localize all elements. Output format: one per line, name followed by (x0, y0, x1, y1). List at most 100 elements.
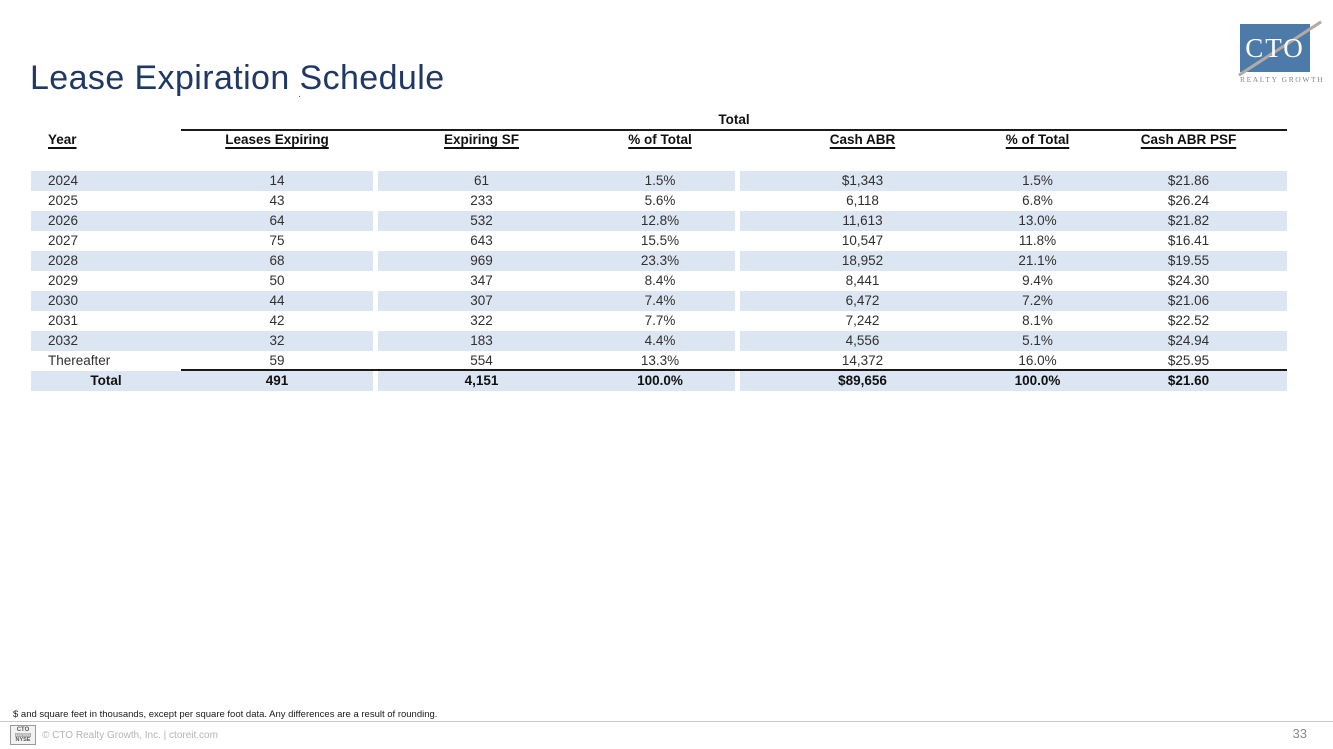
table-group-header-row: Total (31, 111, 1287, 131)
table-cell: 9.4% (1022, 273, 1053, 288)
column-header-pct-of-total: % of Total (628, 132, 692, 147)
row-year-label: 2030 (31, 291, 181, 311)
row-year-label: 2025 (48, 193, 79, 208)
table-cell: 11.8% (1018, 233, 1057, 248)
total-cell: 100.0% (585, 371, 735, 391)
logo-tagline: REALTY GROWTH (1240, 75, 1325, 84)
table-cell: $22.52 (1167, 313, 1210, 328)
table-cell: 6.8% (1022, 193, 1053, 208)
row-year-label: 2029 (48, 273, 79, 288)
table-cell: 7,242 (735, 311, 985, 331)
badge-exchange: NYSE (15, 737, 31, 744)
page-number: 33 (1292, 726, 1307, 741)
logo-acronym: CTO (1245, 32, 1305, 63)
table-cell: 7.7% (644, 313, 676, 328)
table-row: 2027 75 643 15.5% 10,547 11.8% $16.41 (31, 231, 1287, 251)
row-year-label: 2027 (48, 233, 79, 248)
table-cell: 42 (269, 313, 285, 328)
column-header-leases-expiring: Leases Expiring (225, 132, 329, 147)
table-cell: 50 (269, 273, 285, 288)
table-cell: 10,547 (735, 231, 985, 251)
total-cell: 100.0% (985, 371, 1090, 391)
stray-period-artifact: . (298, 88, 302, 100)
table-cell: 1.5% (585, 171, 735, 191)
table-row: Thereafter 59 554 13.3% 14,372 16.0% $25.95 (31, 351, 1287, 371)
row-year-label: 2026 (31, 211, 181, 231)
table-cell: 14 (181, 171, 373, 191)
page-title: Lease Expiration Schedule (30, 58, 445, 97)
table-header-row: Year Leases Expiring Expiring SF % of To… (31, 129, 1287, 151)
table-cell: 11,613 (735, 211, 985, 231)
group-header-label: Total (718, 112, 750, 127)
table-cell: 5.1% (985, 331, 1090, 351)
table-row: 2030 44 307 7.4% 6,472 7.2% $21.06 (31, 291, 1287, 311)
table-cell: $1,343 (735, 171, 985, 191)
table-cell: 643 (373, 231, 585, 251)
table-cell: 4.4% (585, 331, 735, 351)
footer-divider (0, 721, 1333, 722)
table-cell: 8,441 (735, 271, 985, 291)
table-cell: 21.1% (985, 251, 1090, 271)
table-total-row: Total 491 4,151 100.0% $89,656 100.0% $21.60 (31, 369, 1287, 391)
table-cell: 44 (181, 291, 373, 311)
table-cell: $25.95 (1167, 353, 1210, 368)
table-cell: 32 (181, 331, 373, 351)
table-cell: 6,118 (735, 191, 985, 211)
cto-logo-square: CTO (1238, 20, 1322, 77)
table-body: 2024 14 61 1.5% $1,343 1.5% $21.86 2025 43 233 5.6… (31, 171, 1287, 371)
column-header-pct-of-total-2: % of Total (1005, 132, 1070, 147)
row-year-label: 2028 (31, 251, 181, 271)
total-cell: 4,151 (373, 371, 585, 391)
table-cell: 59 (269, 353, 285, 368)
row-year-label: Thereafter (48, 353, 111, 368)
table-cell: $21.86 (1090, 171, 1287, 191)
group-header-rule: Total (181, 111, 1287, 131)
table-cell: 43 (269, 193, 285, 208)
table-cell: 12.8% (585, 211, 735, 231)
badge-listed-label: LISTED (14, 731, 31, 738)
table-row: 2028 68 969 23.3% 18,952 21.1% $19.55 (31, 251, 1287, 271)
total-row-top-rule (181, 369, 1287, 371)
table-cell: 14,372 (735, 351, 985, 371)
table-cell: 64 (181, 211, 373, 231)
table-row: 2031 42 322 7.7% 7,242 8.1% $22.52 (31, 311, 1287, 331)
table-cell: 532 (373, 211, 585, 231)
table-cell: 183 (373, 331, 585, 351)
table-cell: 969 (373, 251, 585, 271)
table-cell: 4,556 (735, 331, 985, 351)
table-cell: $21.82 (1090, 211, 1287, 231)
column-header-cash-abr-psf: Cash ABR PSF (1140, 132, 1237, 147)
badge-ticker: CTO (16, 726, 30, 733)
table-cell: 5.6% (644, 193, 676, 208)
copyright-text: © CTO Realty Growth, Inc. | ctoreit.com (42, 730, 218, 741)
table-cell: 23.3% (585, 251, 735, 271)
table-cell: 68 (181, 251, 373, 271)
column-header-expiring-sf: Expiring SF (373, 129, 585, 151)
table-cell: 6,472 (735, 291, 985, 311)
table-cell: $24.94 (1090, 331, 1287, 351)
table-row: 2029 50 347 8.4% 8,441 9.4% $24.30 (31, 271, 1287, 291)
table-cell: 233 (373, 191, 585, 211)
table-cell: 13.0% (985, 211, 1090, 231)
row-year-label: 2031 (48, 313, 79, 328)
table-row: 2026 64 532 12.8% 11,613 13.0% $21.82 (31, 211, 1287, 231)
total-cell: $89,656 (735, 371, 985, 391)
table-cell: $26.24 (1167, 193, 1210, 208)
table-row: 2025 43 233 5.6% 6,118 6.8% $26.24 (31, 191, 1287, 211)
table-row: 2032 32 183 4.4% 4,556 5.1% $24.94 (31, 331, 1287, 351)
table-cell: 307 (373, 291, 585, 311)
table-cell: 8.1% (1022, 313, 1053, 328)
column-header-cash-abr: Cash ABR (735, 129, 985, 151)
header-body-spacer (31, 151, 1287, 171)
table-cell: 16.0% (1018, 353, 1057, 368)
table-cell: 18,952 (735, 251, 985, 271)
table-cell: 554 (373, 351, 585, 371)
table-cell: $21.06 (1090, 291, 1287, 311)
table-cell: 7.4% (585, 291, 735, 311)
table-cell: 1.5% (985, 171, 1090, 191)
table-cell: 322 (373, 311, 585, 331)
table-cell: $16.41 (1167, 233, 1210, 248)
lease-expiration-table: Total Year Leases Expiring Expiring SF %… (31, 111, 1287, 391)
cto-logo: CTO REALTY GROWTH (1238, 20, 1325, 84)
total-cell: $21.60 (1090, 371, 1287, 391)
